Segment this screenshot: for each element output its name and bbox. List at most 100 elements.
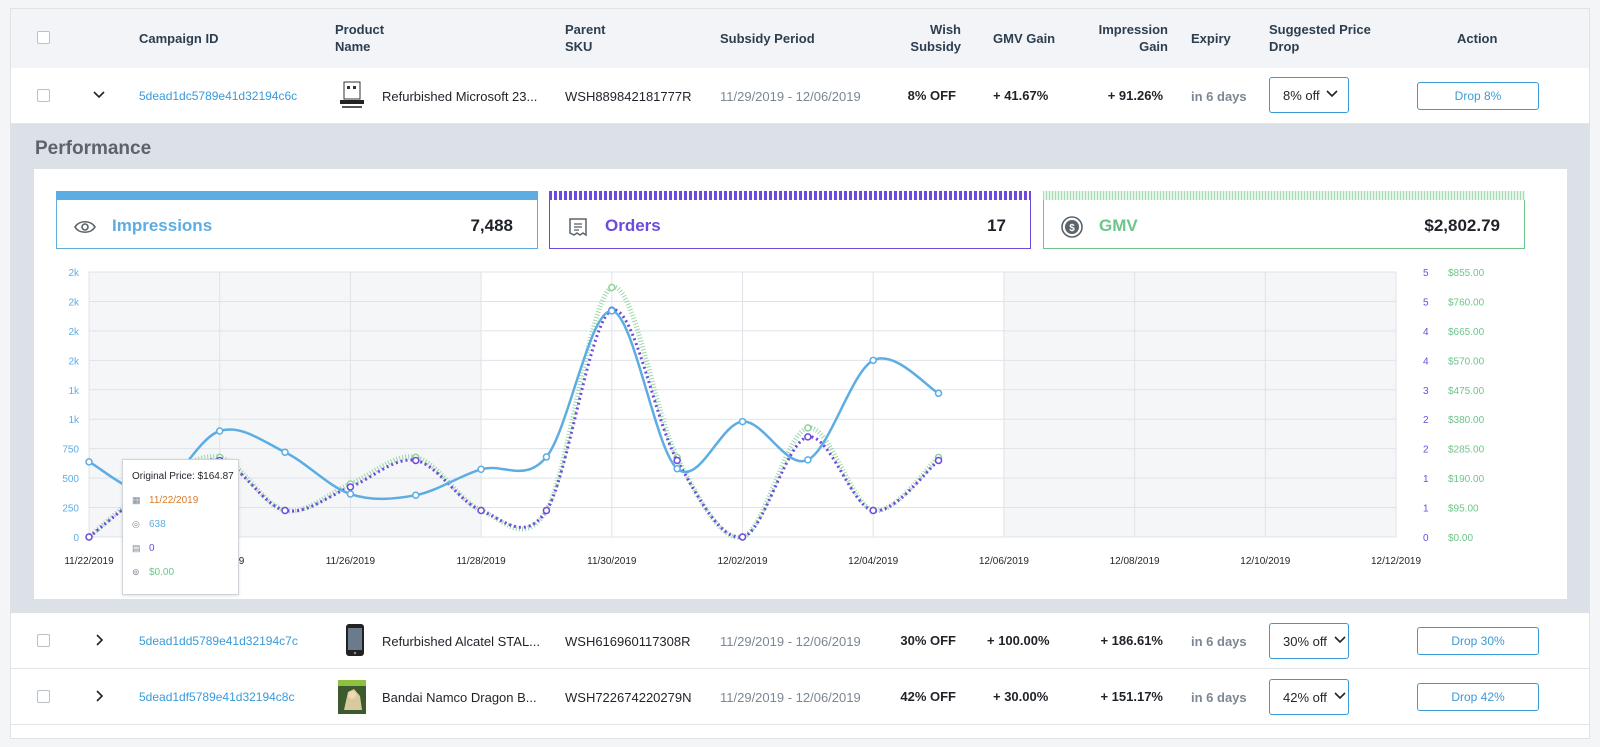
data-point-impressions <box>804 456 812 464</box>
stat-gmv[interactable]: $ GMV $2,802.79 <box>1043 191 1525 249</box>
stat-orders[interactable]: Orders 17 <box>549 191 1031 249</box>
header-sku-line2: SKU <box>565 39 593 54</box>
impression-gain: + 186.61% <box>1100 633 1163 648</box>
y-left-tick-label: 250 <box>62 504 79 515</box>
header-impression-line1: Impression <box>1098 22 1168 37</box>
calendar-icon: ▦ <box>132 495 141 505</box>
gmv-gain: + 100.00% <box>987 633 1050 648</box>
header-impression-gain[interactable]: Impression Gain <box>1086 21 1168 55</box>
y-right-gmv-tick-label: $475.00 <box>1448 386 1485 397</box>
tooltip-gmv-row: ⊚ $0.00 <box>132 567 174 578</box>
table-row[interactable]: 5dead1dd5789e41d32194c7c Refurbished Alc… <box>11 613 1589 669</box>
row-checkbox[interactable] <box>37 89 50 102</box>
y-right-gmv-tick-label: $855.00 <box>1448 268 1485 279</box>
y-left-tick-label: 0 <box>73 533 79 544</box>
row-checkbox[interactable] <box>37 634 50 647</box>
y-left-tick-label: 1k <box>68 386 80 397</box>
data-point-orders <box>934 456 943 465</box>
chevron-right-icon[interactable] <box>95 689 105 703</box>
campaign-id-link[interactable]: 5dead1dd5789e41d32194c7c <box>139 634 298 648</box>
subsidy-period: 11/29/2019 - 12/06/2019 <box>720 690 861 705</box>
product-thumbnail <box>340 81 364 108</box>
x-tick-label: 11/30/2019 <box>587 556 637 567</box>
y-left-tick-label: 1k <box>68 415 80 426</box>
wish-subsidy: 8% OFF <box>907 88 956 103</box>
table-header: Campaign ID Product Name Parent SKU Subs… <box>11 9 1589 69</box>
wish-subsidy: 30% OFF <box>900 633 956 648</box>
campaign-id-link[interactable]: 5dead1df5789e41d32194c8c <box>139 690 295 704</box>
performance-panel: Performance Impressions 7,488 Orders 17 … <box>11 124 1589 621</box>
y-right-gmv-tick-label: $570.00 <box>1448 356 1485 367</box>
data-point-orders <box>412 456 420 465</box>
header-suggested-line2: Drop <box>1269 39 1300 54</box>
chevron-down-icon <box>1334 636 1346 644</box>
performance-title: Performance <box>35 138 152 159</box>
series-line-gmv <box>87 284 941 540</box>
row-checkbox[interactable] <box>37 690 50 703</box>
svg-text:$: $ <box>1069 223 1075 234</box>
y-right-gmv-tick-label: $760.00 <box>1448 297 1485 308</box>
chevron-down-icon[interactable] <box>92 90 106 100</box>
price-drop-select[interactable]: 30% off <box>1269 623 1349 659</box>
dollar-coin-icon: ⊚ <box>132 567 140 577</box>
parent-sku: WSH616960117308R <box>565 634 691 649</box>
header-wish-line1: Wish <box>930 22 961 37</box>
header-wish-line2: Subsidy <box>910 39 961 54</box>
price-drop-select[interactable]: 8% off <box>1269 77 1349 113</box>
x-tick-label: 11/28/2019 <box>456 556 506 567</box>
data-point-gmv <box>804 424 812 432</box>
data-point-impressions <box>281 448 289 456</box>
campaign-id-link[interactable]: 5dead1dc5789e41d32194c6c <box>139 89 298 103</box>
x-tick-label: 12/10/2019 <box>1240 556 1290 567</box>
header-product-line1: Product <box>335 22 385 37</box>
data-point-orders <box>542 506 551 515</box>
header-gmv-gain[interactable]: GMV Gain <box>993 31 1056 46</box>
table-row[interactable]: 5dead1df5789e41d32194c8c Bandai Namco Dr… <box>11 669 1589 725</box>
performance-chart[interactable]: 11/22/201911/24/201911/26/201911/28/2019… <box>34 259 1567 589</box>
y-right-orders-tick-label: 3 <box>1423 386 1429 397</box>
drop-button[interactable]: Drop 30% <box>1417 627 1539 655</box>
x-tick-label: 12/08/2019 <box>1110 556 1160 567</box>
chart-tooltip: Original Price: $164.87 ▦ 11/22/2019 ◎ 638… <box>122 459 239 595</box>
header-suggested-price-drop[interactable]: Suggested Price Drop <box>1269 21 1371 55</box>
drop-button[interactable]: Drop 42% <box>1417 683 1539 711</box>
tooltip-impressions-row: ◎ 638 <box>132 519 166 530</box>
parent-sku: WSH722674220279N <box>565 690 692 705</box>
header-wish-subsidy[interactable]: Wish Subsidy <box>891 21 961 55</box>
price-drop-select[interactable]: 42% off <box>1269 679 1349 715</box>
y-right-gmv-tick-label: $665.00 <box>1448 327 1485 338</box>
y-right-orders-tick-label: 4 <box>1423 327 1429 338</box>
header-campaign-id[interactable]: Campaign ID <box>139 31 219 46</box>
data-point-orders <box>673 456 681 465</box>
performance-card: Impressions 7,488 Orders 17 $ GMV $2,802… <box>34 169 1567 599</box>
price-drop-value: 42% off <box>1283 690 1327 705</box>
x-tick-label: 12/04/2019 <box>848 556 898 567</box>
header-expiry[interactable]: Expiry <box>1191 31 1231 46</box>
drop-button[interactable]: Drop 8% <box>1417 82 1539 110</box>
y-right-orders-tick-label: 4 <box>1423 356 1429 367</box>
data-point-impressions <box>542 453 551 461</box>
y-right-gmv-tick-label: $190.00 <box>1448 474 1485 485</box>
data-point-impressions <box>934 389 943 398</box>
select-all-checkbox[interactable] <box>37 31 50 44</box>
dollar-coin-icon: $ <box>1061 216 1083 238</box>
chevron-right-icon[interactable] <box>95 633 105 647</box>
series-line-orders <box>88 308 940 539</box>
data-point-impressions <box>215 427 224 435</box>
tooltip-orders-row: ▤ 0 <box>132 543 155 554</box>
table-row[interactable]: 5dead1dc5789e41d32194c6c Refurbished Mic… <box>11 68 1589 124</box>
data-point-orders <box>477 506 485 515</box>
data-point-orders <box>281 506 289 515</box>
data-point-gmv <box>608 283 616 292</box>
stat-impressions[interactable]: Impressions 7,488 <box>56 191 538 249</box>
data-point-impressions <box>738 417 747 426</box>
header-subsidy-period[interactable]: Subsidy Period <box>720 31 815 46</box>
product-name: Refurbished Alcatel STAL... <box>382 634 541 649</box>
tooltip-orders: 0 <box>149 543 155 554</box>
x-tick-label: 12/02/2019 <box>717 556 767 567</box>
expiry: in 6 days <box>1191 690 1247 705</box>
stat-label: GMV <box>1099 216 1138 235</box>
product-thumbnail <box>338 680 366 714</box>
header-parent-sku[interactable]: Parent SKU <box>565 21 605 55</box>
header-product-name[interactable]: Product Name <box>335 21 384 55</box>
